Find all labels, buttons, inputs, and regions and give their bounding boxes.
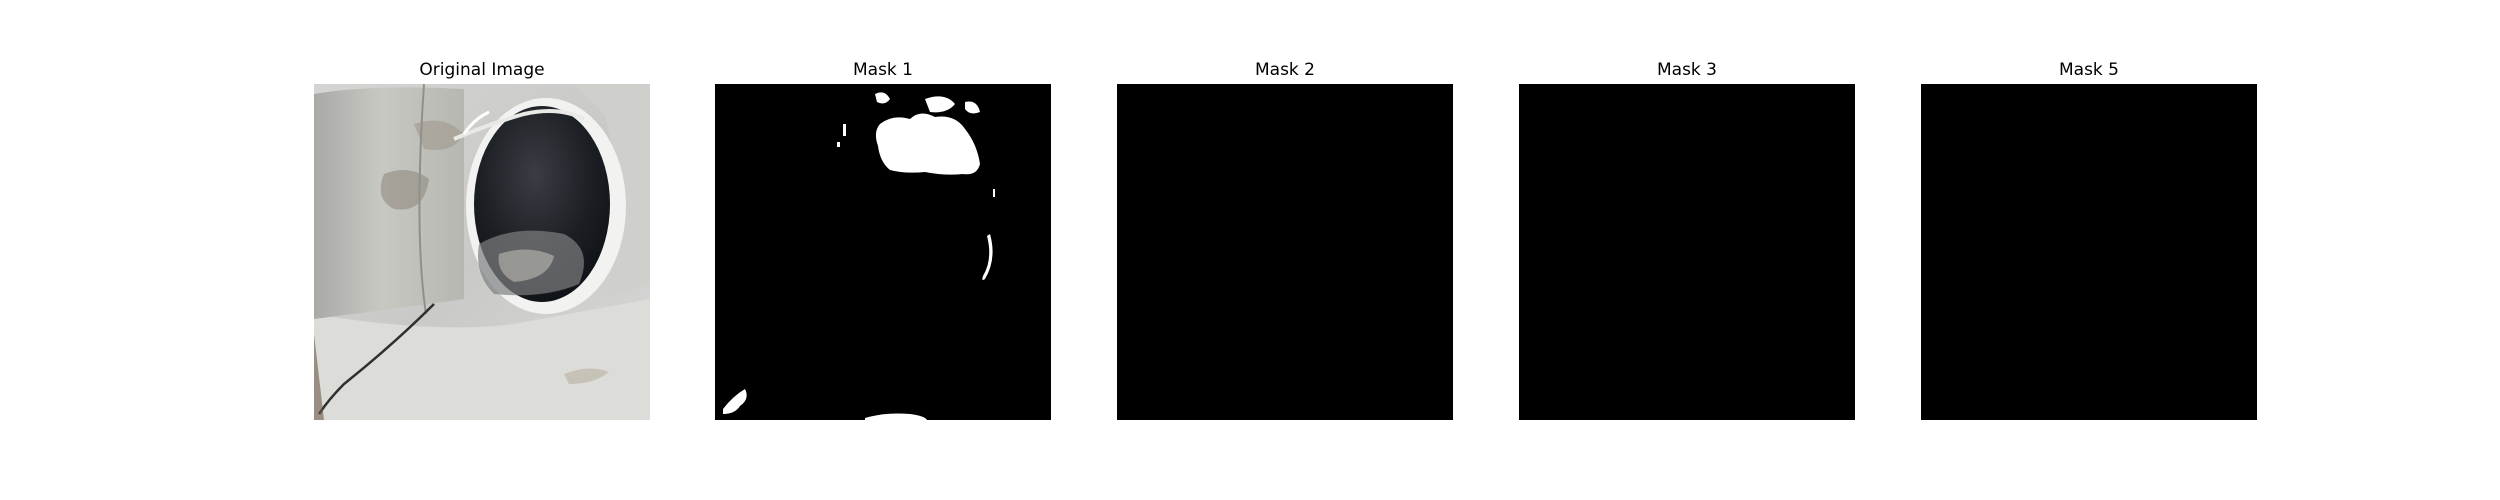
mask-5-graphic <box>1921 84 2257 420</box>
original-image <box>314 84 650 420</box>
panel-title-mask-1: Mask 1 <box>852 60 913 80</box>
panel-title-original-image: Original Image <box>419 60 545 80</box>
mask-3-image <box>1519 84 1855 420</box>
panel-title-mask-3: Mask 3 <box>1656 60 1717 80</box>
original-photo <box>314 84 650 420</box>
mask-2-image <box>1117 84 1453 420</box>
mask-1-image <box>715 84 1051 420</box>
mask-2-graphic <box>1117 84 1453 420</box>
mask-3-graphic <box>1519 84 1855 420</box>
panel-title-mask-5: Mask 5 <box>2058 60 2119 80</box>
mask-5-image <box>1921 84 2257 420</box>
panel-title-mask-2: Mask 2 <box>1254 60 1315 80</box>
mask-1-graphic <box>715 84 1051 420</box>
